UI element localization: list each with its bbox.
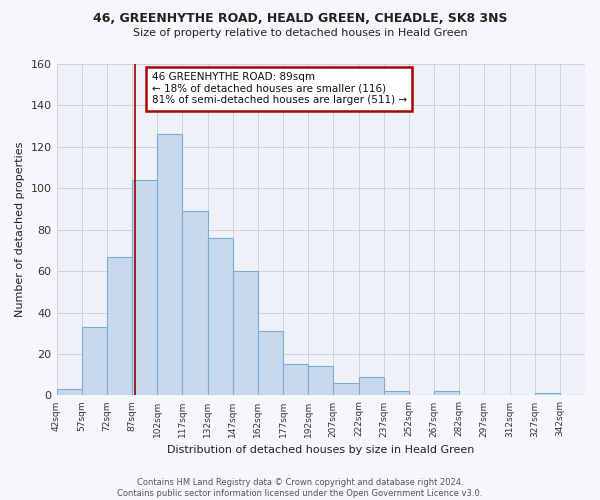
Bar xyxy=(283,364,308,396)
Bar xyxy=(208,238,233,396)
Bar xyxy=(182,211,208,396)
Text: 46, GREENHYTHE ROAD, HEALD GREEN, CHEADLE, SK8 3NS: 46, GREENHYTHE ROAD, HEALD GREEN, CHEADL… xyxy=(93,12,507,26)
X-axis label: Distribution of detached houses by size in Heald Green: Distribution of detached houses by size … xyxy=(167,445,475,455)
Y-axis label: Number of detached properties: Number of detached properties xyxy=(15,142,25,318)
Bar xyxy=(434,392,459,396)
Text: Size of property relative to detached houses in Heald Green: Size of property relative to detached ho… xyxy=(133,28,467,38)
Bar xyxy=(383,392,409,396)
Bar xyxy=(359,377,383,396)
Text: 46 GREENHYTHE ROAD: 89sqm
← 18% of detached houses are smaller (116)
81% of semi: 46 GREENHYTHE ROAD: 89sqm ← 18% of detac… xyxy=(152,72,407,106)
Text: Contains HM Land Registry data © Crown copyright and database right 2024.
Contai: Contains HM Land Registry data © Crown c… xyxy=(118,478,482,498)
Bar xyxy=(157,134,182,396)
Bar xyxy=(233,271,258,396)
Bar xyxy=(334,383,359,396)
Bar xyxy=(308,366,334,396)
Bar xyxy=(56,389,82,396)
Bar xyxy=(107,256,132,396)
Bar xyxy=(258,331,283,396)
Bar xyxy=(82,327,107,396)
Bar xyxy=(535,394,560,396)
Bar xyxy=(132,180,157,396)
